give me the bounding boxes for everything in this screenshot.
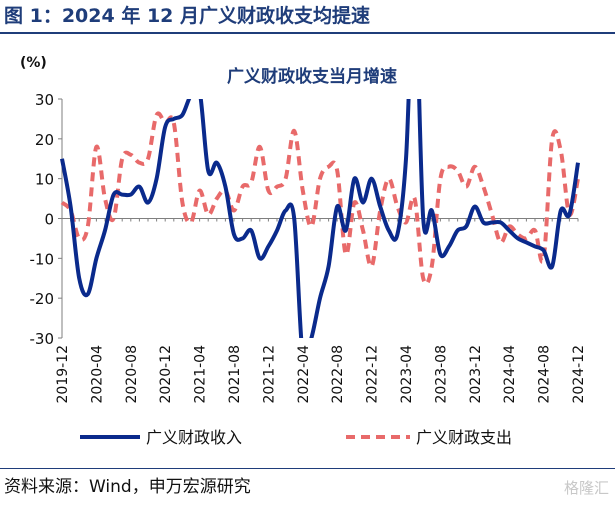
x-tick-label: 2022-04 — [296, 345, 312, 404]
x-tick-label: 2024-12 — [571, 345, 587, 404]
x-tick-label: 2022-12 — [365, 345, 381, 404]
y-tick-label: -20 — [30, 290, 55, 308]
legend-label-revenue: 广义财政收入 — [146, 428, 242, 447]
x-tick-label: 2019-12 — [55, 345, 71, 404]
y-tick-label: 30 — [35, 91, 54, 109]
x-tick-label: 2023-12 — [468, 345, 484, 404]
y-tick-label: 20 — [35, 131, 54, 149]
x-tick-label: 2023-08 — [433, 345, 449, 404]
chart: 广义财政收支当月增速 (%) -30 -20 -10 0 10 20 30 2019-12 2020… — [20, 55, 587, 447]
footer-divider — [0, 468, 615, 469]
x-tick-label: 2021-04 — [193, 345, 209, 404]
y-tick-label: -30 — [30, 330, 55, 348]
x-tick-label: 2023-04 — [399, 345, 415, 404]
y-axis-label: (%) — [20, 55, 47, 71]
x-tick-label: 2020-12 — [158, 345, 174, 404]
y-tick-label: 10 — [35, 171, 54, 189]
y-tick-label: 0 — [44, 211, 54, 229]
watermark: 格隆汇 — [563, 479, 609, 497]
legend-label-expenditure: 广义财政支出 — [416, 428, 512, 447]
x-tick-label: 2020-04 — [89, 345, 105, 404]
chart-title: 广义财政收支当月增速 — [227, 66, 397, 87]
figure-title: 图 1：2024 年 12 月广义财政收支均提速 — [4, 5, 371, 27]
x-tick-label: 2024-04 — [502, 345, 518, 404]
x-tick-label: 2024-08 — [537, 345, 553, 404]
x-tick-label: 2021-08 — [227, 345, 243, 404]
title-divider — [0, 32, 615, 34]
x-tick-label: 2021-12 — [261, 345, 277, 404]
source-note: 资料来源：Wind，申万宏源研究 — [4, 477, 251, 497]
x-tick-label: 2020-08 — [124, 345, 140, 404]
series-line-revenue — [60, 99, 580, 338]
series-line-expenditure — [60, 111, 580, 286]
x-tick-label: 2022-08 — [330, 345, 346, 404]
y-tick-label: -10 — [30, 250, 55, 268]
